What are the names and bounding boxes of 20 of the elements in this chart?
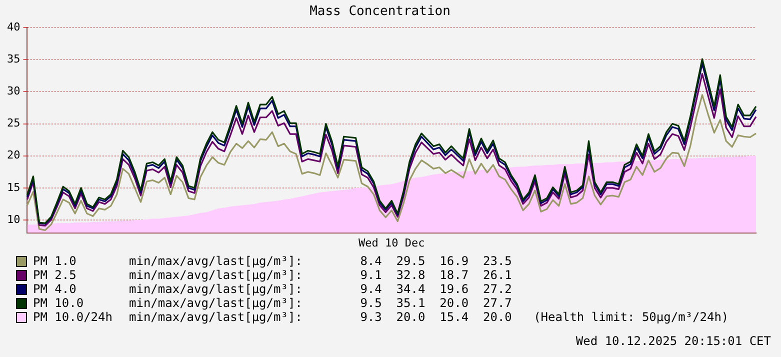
y-tick-label: 35 [6,52,20,66]
text: Wed 10.12.2025 20:15:01 CET [576,334,771,348]
text: min/max/avg/last[µg/m³]: 8.4 29.5 16.9 23.5 [129,254,512,268]
legend-label: PM 2.5 [33,268,78,282]
y-tick-label: 30 [6,84,20,98]
y-tick-label: 40 [6,20,20,34]
text: min/max/avg/last[µg/m³]: 9.3 20.0 15.4 20.0 (Health limit: 50µg/m³/24h) [129,310,729,324]
text: min/max/avg/last[µg/m³]: 9.1 32.8 18.7 26.1 [129,268,512,282]
text: min/max/avg/last[µg/m³]: 9.4 34.4 19.6 27.2 [129,282,512,296]
legend-label: PM 1.0 [33,254,78,268]
y-tick-label: 20 [6,148,20,162]
y-tick-label: 15 [6,180,20,194]
x-axis-title: Wed 10 Dec [358,236,425,250]
y-tick-label: 25 [6,116,20,130]
legend-label: PM 4.0 [33,282,78,296]
chart-title: Mass Concentration [310,4,450,20]
legend-label: PM 10.0/24h [33,310,114,324]
y-tick-label: 10 [6,212,20,226]
legend-label: PM 10.0 [33,296,85,310]
text: min/max/avg/last[µg/m³]: 9.5 35.1 20.0 27.7 [129,296,512,310]
